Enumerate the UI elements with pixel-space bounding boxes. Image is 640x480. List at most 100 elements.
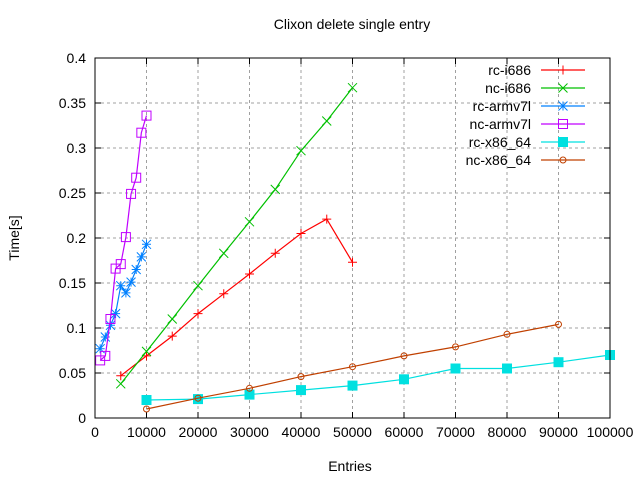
legend-entry: rc-i686	[488, 62, 585, 78]
data-point	[452, 343, 459, 351]
data-point	[167, 314, 178, 324]
data-point	[126, 188, 137, 199]
data-point	[193, 309, 203, 319]
data-point	[245, 269, 254, 279]
legend-entry: nc-i686	[485, 80, 585, 96]
data-point	[399, 374, 409, 385]
grid	[95, 58, 610, 418]
x-tick-label: 30000	[230, 424, 269, 440]
series-line	[146, 323, 559, 410]
y-tick-label: 0.05	[59, 365, 86, 381]
data-point	[116, 371, 126, 381]
legend-label: nc-armv7l	[470, 116, 531, 132]
x-tick-label: 40000	[282, 424, 321, 440]
data-point	[194, 394, 202, 402]
data-point	[141, 239, 152, 250]
data-point	[503, 330, 511, 338]
data-point	[270, 184, 281, 195]
data-point	[120, 232, 131, 243]
data-point	[349, 363, 356, 371]
y-tick-label: 0.3	[67, 140, 87, 156]
ticks: 0 10000 20000 30000 40000 50000 60000 70000 8000…	[59, 50, 634, 440]
series-line	[146, 354, 611, 401]
data-point	[559, 156, 567, 164]
y-tick-label: 0.1	[67, 320, 87, 336]
data-point	[105, 314, 116, 324]
data-point	[400, 352, 408, 360]
series-nc-x86_64	[143, 320, 562, 413]
data-point	[105, 320, 116, 331]
data-point	[297, 373, 305, 381]
legend-label: rc-i686	[488, 62, 531, 78]
data-point	[218, 248, 229, 259]
data-point	[131, 172, 142, 183]
data-point	[558, 65, 568, 75]
legend-entry: rc-x86_64	[469, 134, 585, 150]
series-line	[120, 218, 354, 377]
x-tick-label: 80000	[488, 424, 527, 440]
data-point	[136, 127, 147, 138]
data-point	[121, 288, 131, 298]
data-point	[270, 248, 280, 258]
data-point	[246, 384, 253, 392]
data-point	[558, 101, 568, 111]
data-point	[296, 385, 306, 396]
legend-entry: rc-armv7l	[473, 98, 585, 114]
data-point	[553, 357, 564, 368]
data-point	[167, 331, 177, 341]
x-tick-label: 0	[91, 424, 99, 440]
data-point	[321, 116, 332, 126]
data-point	[347, 82, 358, 93]
y-tick-label: 0.25	[59, 185, 86, 201]
data-point	[100, 350, 111, 361]
y-tick-label: 0.4	[67, 50, 87, 66]
data-point	[244, 389, 255, 400]
data-point	[115, 378, 126, 389]
legend-label: rc-armv7l	[473, 98, 531, 114]
series-nc-i686	[115, 82, 358, 389]
series-rc-x86_64	[141, 350, 615, 405]
x-tick-label: 90000	[539, 424, 578, 440]
data-point	[100, 332, 111, 342]
y-tick-label: 0.35	[59, 95, 86, 111]
y-tick-label: 0	[78, 410, 86, 426]
data-point	[141, 395, 152, 405]
chart-title: Clixon delete single entry	[274, 16, 430, 32]
x-tick-label: 10000	[127, 424, 166, 440]
data-point	[115, 259, 126, 270]
data-point	[95, 343, 106, 354]
legend: rc-i686 nc-i686 rc-armv7l nc-armv7l rc-x86_6…	[466, 62, 585, 168]
x-axis-label: Entries	[328, 458, 372, 474]
data-point	[193, 280, 203, 291]
data-point	[450, 363, 461, 374]
data-point	[110, 308, 121, 319]
plot-border	[94, 57, 611, 419]
series-rc-i686	[116, 214, 357, 381]
data-point	[219, 289, 229, 299]
legend-label: nc-x86_64	[466, 152, 532, 168]
data-point	[143, 405, 150, 413]
data-point	[296, 145, 306, 156]
series-line	[99, 115, 148, 361]
data-point	[348, 257, 357, 267]
legend-label: nc-i686	[485, 80, 531, 96]
series-nc-armv7l	[95, 110, 152, 366]
x-tick-label: 20000	[179, 424, 218, 440]
data-point	[322, 214, 332, 224]
x-tick-label: 100000	[587, 424, 634, 440]
y-tick-label: 0.15	[59, 275, 86, 291]
series	[95, 82, 615, 413]
data-point	[244, 216, 255, 227]
data-point	[555, 320, 562, 328]
data-point	[558, 83, 568, 93]
y-axis-label: Time[s]	[6, 215, 22, 260]
series-line	[99, 244, 148, 349]
data-point	[502, 363, 512, 374]
data-point	[141, 346, 152, 357]
x-tick-label: 60000	[385, 424, 424, 440]
data-point	[126, 277, 136, 287]
data-point	[558, 119, 568, 129]
legend-label: rc-x86_64	[469, 134, 531, 150]
data-point	[347, 380, 358, 391]
